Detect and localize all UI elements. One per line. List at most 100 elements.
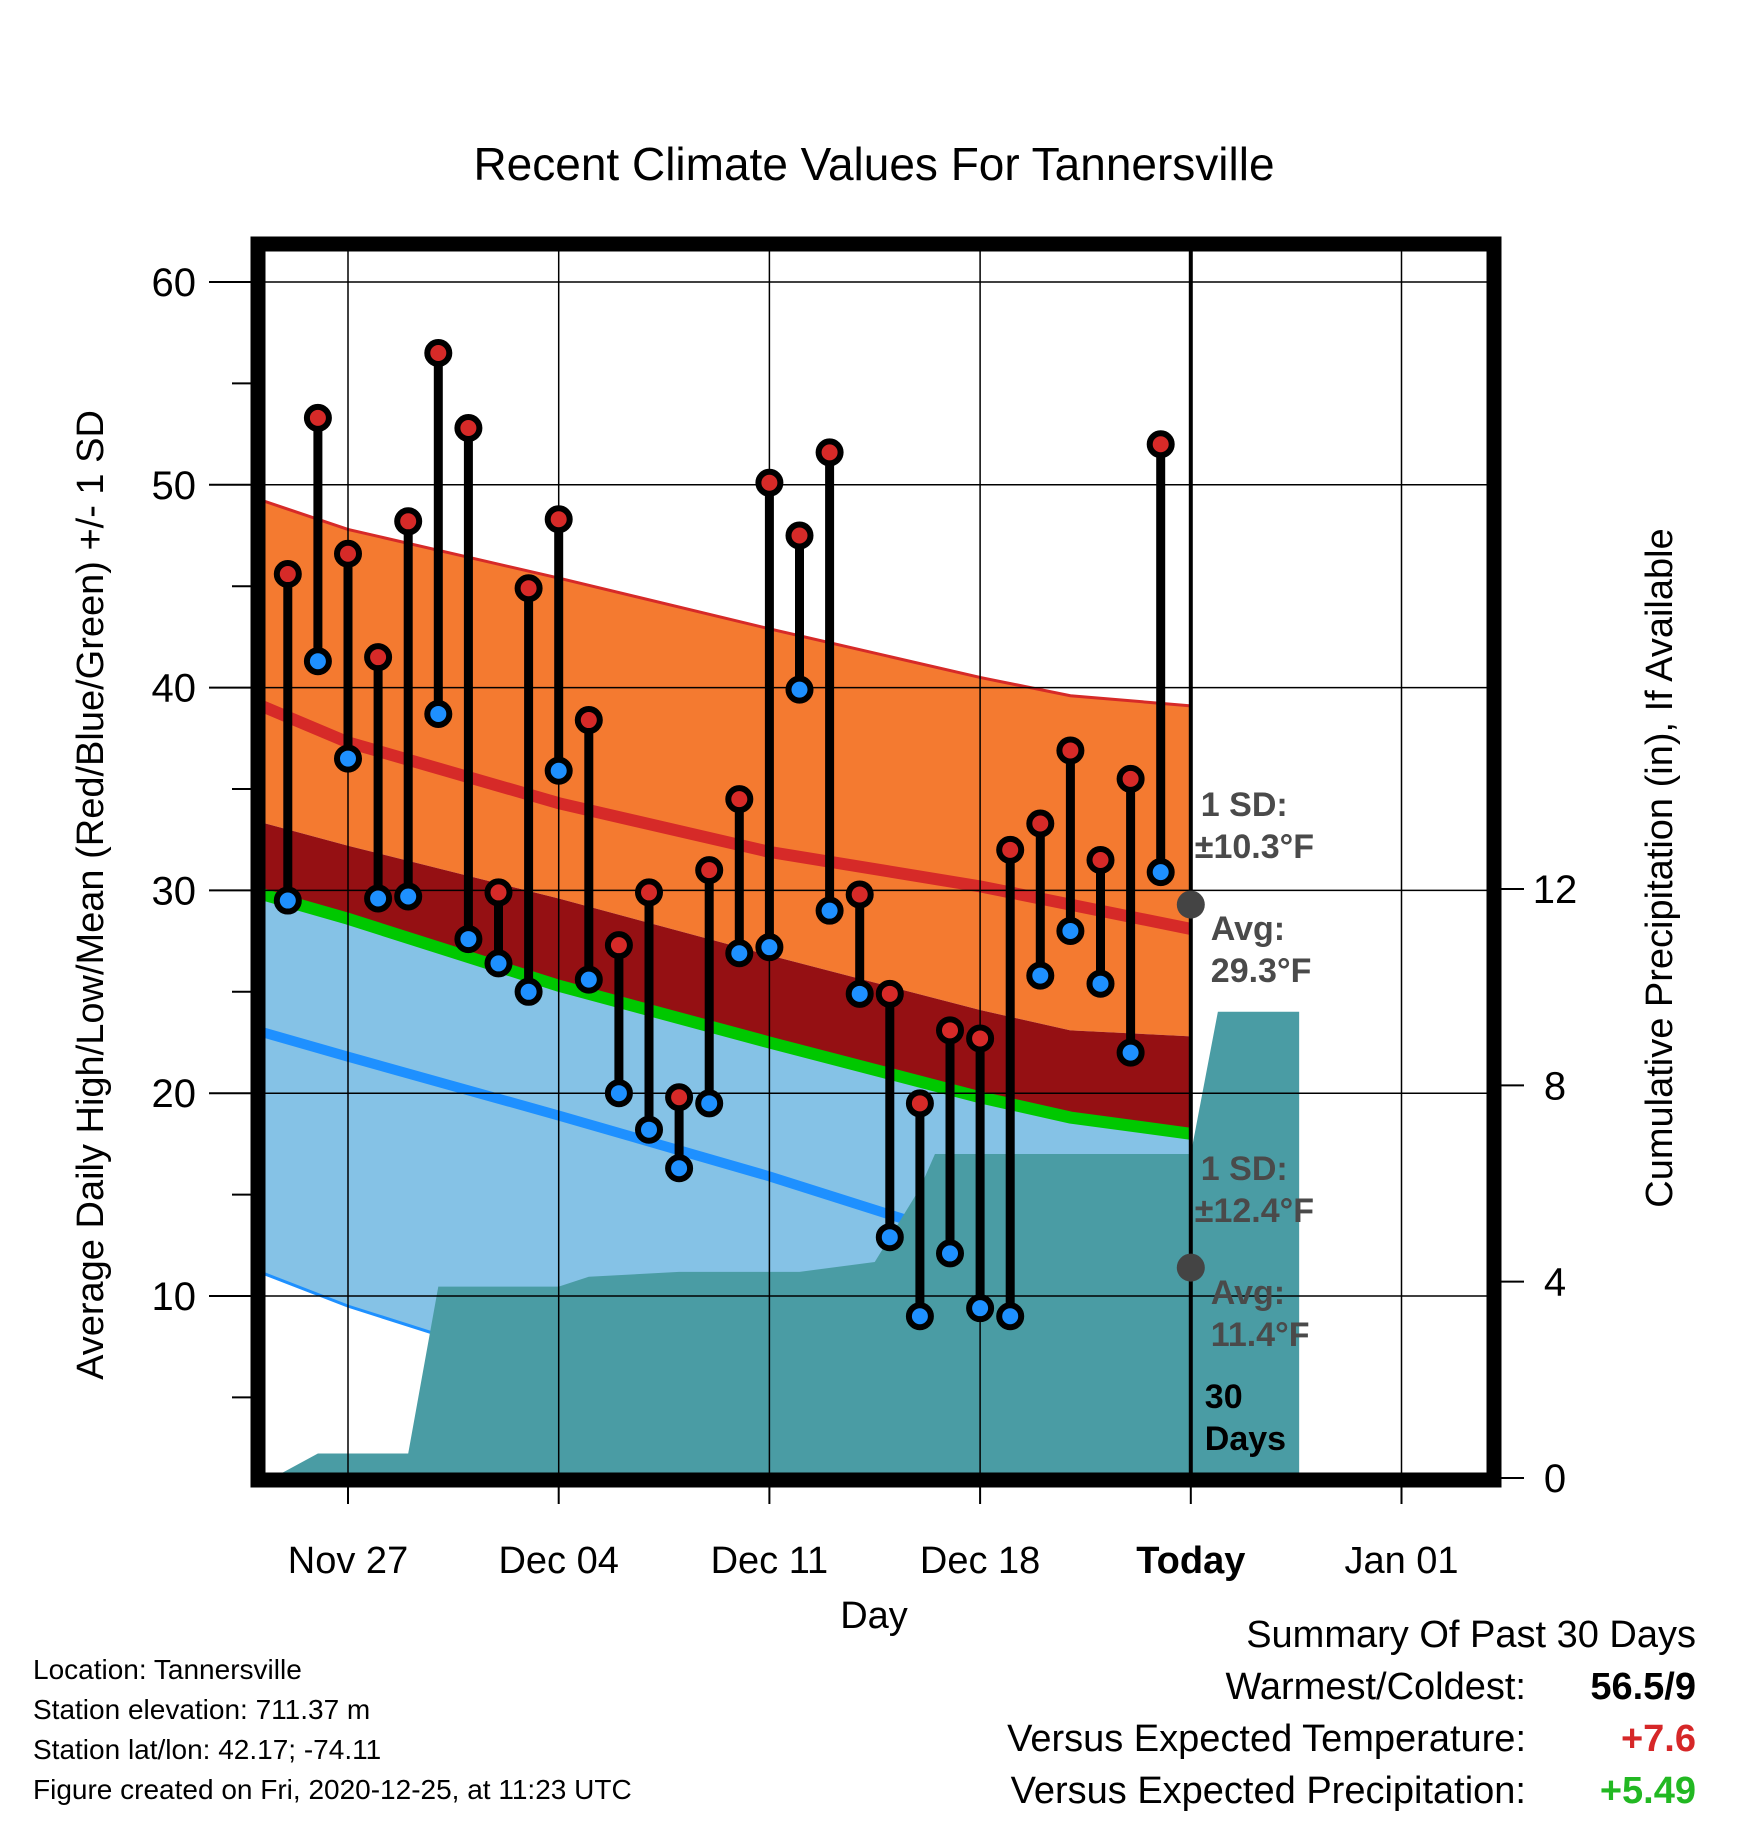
daily-high-point <box>574 706 603 735</box>
daily-low-point <box>875 1223 904 1252</box>
daily-high-point <box>604 931 633 960</box>
daily-low-point <box>695 1089 724 1118</box>
daily-low-point <box>635 1115 663 1144</box>
y-tick-label: 30 <box>152 869 197 913</box>
daily-low-point <box>394 882 423 911</box>
daily-high-point <box>334 539 362 568</box>
summary-precip-value: +5.49 <box>1599 1770 1696 1812</box>
daily-high-point <box>364 643 393 672</box>
plot-area: 1 SD: ±10.3°F Avg: 29.3°F 1 SD: ±12.4°F Avg: 11… <box>152 236 1578 1582</box>
footer-latlon: Station lat/lon: 42.17; -74.11 <box>33 1734 382 1765</box>
daily-low-point <box>966 1294 995 1323</box>
daily-high-point <box>725 785 754 814</box>
x-tick-label: Dec 11 <box>711 1540 829 1582</box>
daily-low-point <box>1056 916 1085 945</box>
daily-high-point <box>1026 809 1055 838</box>
daily-low-point <box>785 675 814 704</box>
daily-low-point <box>755 933 784 962</box>
today-normal-marker <box>1176 890 1205 919</box>
y2-tick-label: 4 <box>1544 1261 1566 1305</box>
daily-high-point <box>303 403 332 432</box>
daily-high-point <box>875 979 904 1008</box>
daily-high-point <box>936 1016 964 1045</box>
daily-high-point <box>454 414 483 443</box>
x-tick-label: Dec 18 <box>920 1540 1040 1582</box>
daily-high-point <box>514 574 543 603</box>
y-tick-label: 40 <box>152 667 197 711</box>
y2-axis-label: Cumulative Precipitation (in), If Availa… <box>1639 528 1681 1207</box>
high-sd-label: 1 SD: <box>1201 786 1288 824</box>
x-tick-label: Today <box>1136 1540 1245 1582</box>
daily-high-point <box>544 505 573 534</box>
daily-high-point <box>1116 764 1145 793</box>
x-tick-label: Nov 27 <box>288 1540 408 1582</box>
footer-created: Figure created on Fri, 2020-12-25, at 11… <box>33 1774 632 1805</box>
y-axis-label: Average Daily High/Low/Mean (Red/Blue/Gr… <box>70 410 112 1380</box>
low-sd-label: 1 SD: <box>1201 1150 1288 1188</box>
summary-temp-value: +7.6 <box>1620 1718 1696 1760</box>
days-label-number: 30 <box>1205 1378 1243 1416</box>
daily-low-point <box>1146 858 1175 887</box>
daily-low-point <box>996 1302 1025 1331</box>
daily-high-point <box>785 521 814 550</box>
today-normal-marker <box>1176 1253 1205 1282</box>
daily-low-point <box>334 744 362 773</box>
y-tick-label: 20 <box>152 1072 197 1116</box>
daily-low-point <box>454 925 483 954</box>
daily-high-point <box>635 878 663 907</box>
daily-low-point <box>665 1154 694 1183</box>
y2-tick-label: 12 <box>1533 868 1578 912</box>
daily-low-point <box>484 949 513 978</box>
daily-high-point <box>665 1083 694 1112</box>
precip-area <box>272 1011 1300 1473</box>
daily-low-point <box>604 1079 633 1108</box>
daily-low-point <box>905 1302 934 1331</box>
daily-high-point <box>815 438 844 467</box>
daily-high-point <box>424 338 453 367</box>
summary-temp-row: Versus Expected Temperature: +7.6 <box>1007 1718 1696 1761</box>
daily-high-point <box>394 507 423 536</box>
daily-high-point <box>966 1024 995 1053</box>
daily-high-point <box>273 560 302 589</box>
y2-tick-label: 0 <box>1544 1457 1566 1501</box>
daily-high-point <box>996 835 1025 864</box>
plot-layers <box>265 247 1487 1473</box>
y-tick-label: 10 <box>152 1275 197 1319</box>
x-axis-label: Day <box>840 1595 908 1637</box>
daily-high-point <box>905 1089 934 1118</box>
daily-high-point <box>845 880 874 909</box>
summary-precip-label: Versus Expected Precipitation: <box>1010 1770 1526 1812</box>
daily-high-point <box>1146 430 1175 459</box>
low-sd-value: ±12.4°F <box>1195 1192 1314 1230</box>
daily-low-point <box>574 965 603 994</box>
y2-tick-label: 8 <box>1544 1064 1566 1108</box>
high-avg-label: Avg: <box>1211 910 1285 948</box>
high-avg-value: 29.3°F <box>1211 952 1312 990</box>
daily-low-point <box>1086 969 1115 998</box>
daily-low-point <box>424 699 453 728</box>
daily-low-point <box>514 977 543 1006</box>
daily-high-point <box>1056 736 1085 765</box>
daily-low-point <box>1026 961 1055 990</box>
daily-low-point <box>273 886 302 915</box>
daily-low-point <box>815 896 844 925</box>
daily-low-point <box>1116 1038 1145 1067</box>
summary-title: Summary Of Past 30 Days <box>1246 1614 1696 1656</box>
low-avg-value: 11.4°F <box>1211 1316 1310 1354</box>
summary-warmest-value: 56.5/9 <box>1590 1666 1696 1708</box>
x-tick-label: Jan 01 <box>1344 1540 1458 1582</box>
high-sd-value: ±10.3°F <box>1195 828 1314 866</box>
daily-low-point <box>725 939 754 968</box>
y-tick-label: 50 <box>152 464 197 508</box>
daily-high-point <box>695 856 724 885</box>
summary-warmest-row: Warmest/Coldest: 56.5/9 <box>1225 1666 1696 1709</box>
daily-low-point <box>845 979 874 1008</box>
x-tick-label: Dec 04 <box>498 1540 618 1582</box>
plot-frame <box>250 236 1502 1488</box>
footer-location: Location: Tannersville <box>33 1654 302 1685</box>
summary-temp-label: Versus Expected Temperature: <box>1007 1718 1526 1760</box>
daily-high-point <box>484 878 513 907</box>
low-avg-label: Avg: <box>1211 1274 1285 1312</box>
y-tick-label: 60 <box>152 261 197 305</box>
daily-high-point <box>1086 845 1115 874</box>
